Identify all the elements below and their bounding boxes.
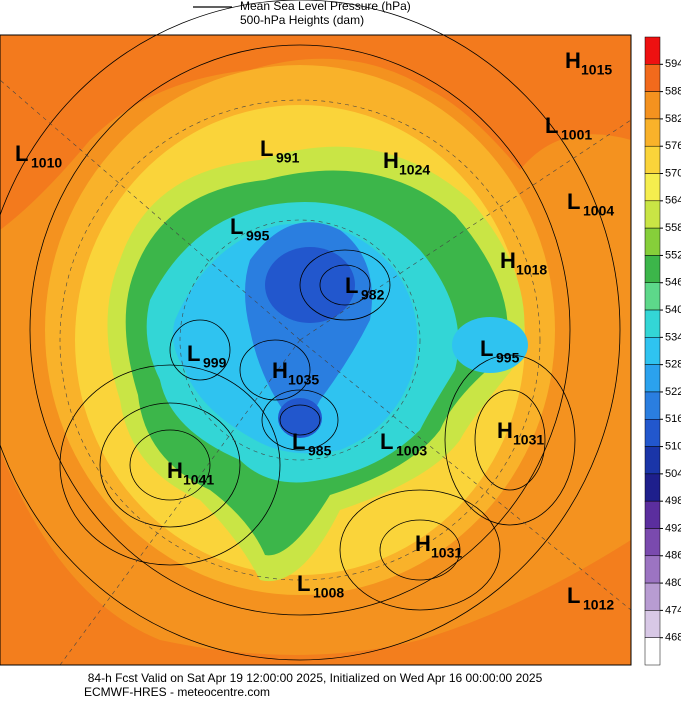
warm-region xyxy=(0,450,631,665)
center-pressure: 1024 xyxy=(399,162,430,178)
map xyxy=(0,0,632,666)
colorbar-label: 582 xyxy=(665,113,681,125)
colorbar-label: 516 xyxy=(665,413,681,425)
center-type: H xyxy=(272,358,288,383)
center-type: H xyxy=(500,248,516,273)
colorbar-label: 534 xyxy=(665,331,681,343)
colorbar-label: 468 xyxy=(665,632,681,644)
colorbar-box xyxy=(644,309,661,338)
colorbar-box xyxy=(644,282,661,311)
colorbar-label: 522 xyxy=(665,386,681,398)
colorbar-label: 528 xyxy=(665,359,681,371)
legend-label: 500-hPa Heights (dam) xyxy=(240,13,364,27)
center-type: L xyxy=(297,571,310,596)
colorbar-label: 474 xyxy=(665,604,681,616)
center-pressure: 1041 xyxy=(183,472,214,488)
center-type: L xyxy=(567,583,580,608)
center-type: H xyxy=(167,458,183,483)
colorbar-label: 540 xyxy=(665,304,681,316)
colorbar-label: 510 xyxy=(665,440,681,452)
center-pressure: 1001 xyxy=(561,127,592,143)
height-zone xyxy=(452,317,528,373)
colorbar-label: 564 xyxy=(665,195,681,207)
footer-text: 84-h Fcst Valid on Sat Apr 19 12:00:00 2… xyxy=(88,671,543,685)
colorbar-label: 570 xyxy=(665,167,681,179)
center-pressure: 982 xyxy=(361,287,385,303)
colorbar-box xyxy=(644,555,661,584)
center-type: L xyxy=(292,429,305,454)
center-pressure: 1035 xyxy=(288,372,319,388)
center-type: H xyxy=(497,418,513,443)
colorbar-label: 558 xyxy=(665,222,681,234)
colorbar-label: 480 xyxy=(665,577,681,589)
center-type: L xyxy=(187,341,200,366)
graticule xyxy=(0,79,632,666)
colorbar-label: 552 xyxy=(665,249,681,261)
colorbar-box xyxy=(644,91,661,120)
colorbar-box xyxy=(644,255,661,283)
center-pressure: 1010 xyxy=(31,155,62,171)
colorbar-box xyxy=(644,610,661,638)
center-pressure: 1008 xyxy=(313,585,344,601)
colorbar-label: 498 xyxy=(665,495,681,507)
center-pressure: 999 xyxy=(203,355,227,371)
colorbar-box xyxy=(644,64,661,92)
colorbar-label: 492 xyxy=(665,522,681,534)
colorbar-box xyxy=(644,36,661,65)
map-frame xyxy=(0,34,632,666)
center-pressure: 1031 xyxy=(431,545,462,561)
center-pressure: 1004 xyxy=(583,203,614,219)
colorbar-label: 546 xyxy=(665,277,681,289)
colorbar-label: 486 xyxy=(665,550,681,562)
colorbar-box xyxy=(644,637,661,666)
center-type: L xyxy=(260,136,273,161)
colorbar-box xyxy=(644,118,661,147)
colorbar-box xyxy=(644,227,661,256)
center-pressure: 991 xyxy=(276,150,300,166)
isobars xyxy=(0,0,621,661)
center-type: L xyxy=(545,113,558,138)
center-type: L xyxy=(380,429,393,454)
colorbar-box xyxy=(644,145,661,174)
center-type: L xyxy=(15,141,28,166)
footer-text: ECMWF-HRES - meteocentre.com xyxy=(84,685,270,699)
center-pressure: 995 xyxy=(246,228,270,244)
center-type: L xyxy=(230,214,243,239)
colorbar-label: 504 xyxy=(665,468,681,480)
colorbar-box xyxy=(644,582,661,611)
colorbar-box xyxy=(644,419,661,447)
center-pressure: 1031 xyxy=(513,432,544,448)
colorbar-box xyxy=(644,528,661,557)
height-zone xyxy=(278,398,322,438)
center-pressure: 1018 xyxy=(516,262,547,278)
center-type: L xyxy=(345,273,358,298)
center-type: H xyxy=(565,48,581,73)
colorbar-box xyxy=(644,200,661,229)
colorbar-box xyxy=(644,391,661,420)
colorbar-box xyxy=(644,337,661,365)
center-pressure: 1012 xyxy=(583,597,614,613)
warm-region xyxy=(0,35,631,230)
colorbar-box xyxy=(644,173,661,202)
colorbar-box xyxy=(644,473,661,502)
center-pressure: 1003 xyxy=(396,443,427,459)
colorbar-box xyxy=(644,500,661,529)
center-type: H xyxy=(383,148,399,173)
colorbar-label: 594 xyxy=(665,58,681,70)
colorbar-label: 588 xyxy=(665,86,681,98)
center-pressure: 1015 xyxy=(581,62,612,78)
center-type: L xyxy=(480,336,493,361)
height-zone xyxy=(265,247,355,323)
colorbar-box xyxy=(644,446,661,475)
center-type: L xyxy=(567,189,580,214)
legend-label: Mean Sea Level Pressure (hPa) xyxy=(240,0,411,13)
colorbar-box xyxy=(644,364,661,393)
colorbar-label: 576 xyxy=(665,140,681,152)
center-pressure: 985 xyxy=(308,443,332,459)
center-type: H xyxy=(415,531,431,556)
center-pressure: 995 xyxy=(496,350,520,366)
